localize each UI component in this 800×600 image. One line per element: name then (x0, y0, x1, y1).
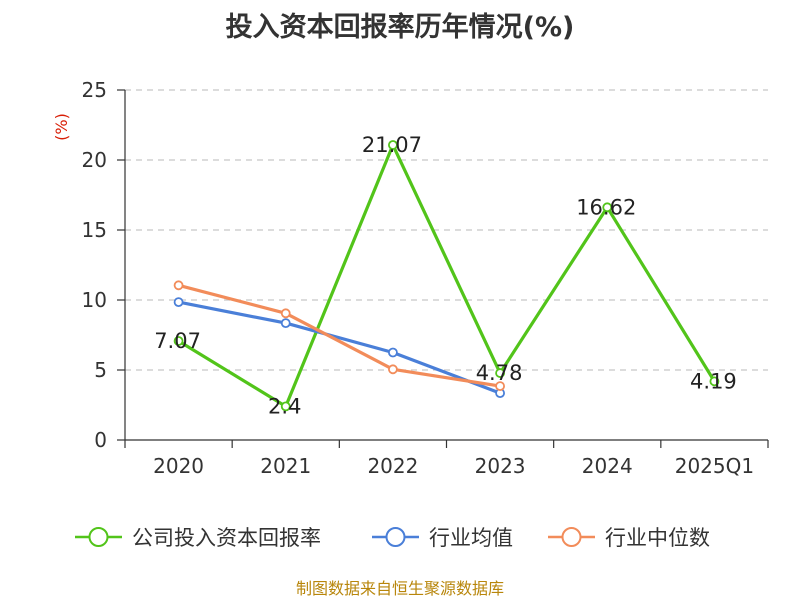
y-tick-label: 5 (94, 358, 107, 382)
data-label: 4.78 (476, 361, 523, 385)
legend-marker (385, 527, 406, 547)
data-label: 21.07 (362, 133, 422, 157)
data-point (388, 347, 398, 358)
legend-marker (561, 527, 582, 547)
y-tick-label: 15 (82, 218, 107, 242)
y-tick-label: 20 (82, 148, 107, 172)
y-tick-label: 25 (82, 78, 107, 102)
legend-marker (88, 527, 109, 547)
series-line-0 (176, 143, 717, 408)
grid-lines (125, 89, 768, 371)
legend-item[interactable]: 公司投入资本回报率 (75, 526, 321, 550)
x-tick-label: 2021 (260, 454, 311, 478)
data-labels: 7.07 2.4 21.07 4.78 16.62 4.19 (154, 133, 737, 418)
data-point (280, 318, 291, 329)
source-note: 制图数据来自恒生聚源数据库 (296, 579, 504, 598)
data-point (495, 368, 505, 378)
data-label: 16.62 (576, 195, 636, 219)
y-tick-label: 0 (94, 428, 107, 452)
data-point (388, 140, 398, 150)
data-point (709, 376, 720, 387)
data-label: 7.07 (154, 329, 201, 353)
data-point (388, 364, 398, 375)
legend-item[interactable]: 行业均值 (372, 526, 513, 550)
data-point (495, 381, 505, 392)
series-line-1 (176, 300, 502, 395)
x-tick-label: 2025Q1 (675, 454, 754, 478)
y-tick-label: 10 (82, 288, 107, 312)
x-tick-label: 2022 (367, 454, 418, 478)
x-tick-label: 2020 (153, 454, 204, 478)
legend-label: 行业中位数 (605, 526, 710, 550)
chart-title: 投入资本回报率历年情况(%) (226, 11, 575, 43)
legend-label: 行业均值 (429, 526, 513, 550)
data-label: 4.19 (690, 369, 737, 393)
series (173, 140, 720, 412)
axes: 0 5 10 15 20 25 2020 2021 2022 2023 2024 2025Q1 (82, 78, 769, 478)
y-axis-label: (%) (52, 113, 71, 141)
data-point (173, 336, 184, 346)
legend-item[interactable]: 行业中位数 (548, 526, 710, 550)
data-point (602, 202, 613, 213)
x-tick-label: 2023 (475, 454, 526, 478)
data-point (280, 401, 291, 412)
data-label: 2.4 (268, 394, 301, 418)
data-point (280, 308, 291, 319)
data-point (173, 280, 184, 291)
x-tick-label: 2024 (582, 454, 633, 478)
series-line-2 (176, 283, 502, 388)
data-point (173, 297, 184, 308)
legend-label: 公司投入资本回报率 (132, 526, 321, 550)
legend[interactable]: 公司投入资本回报率 行业均值 行业中位数 (75, 526, 710, 550)
